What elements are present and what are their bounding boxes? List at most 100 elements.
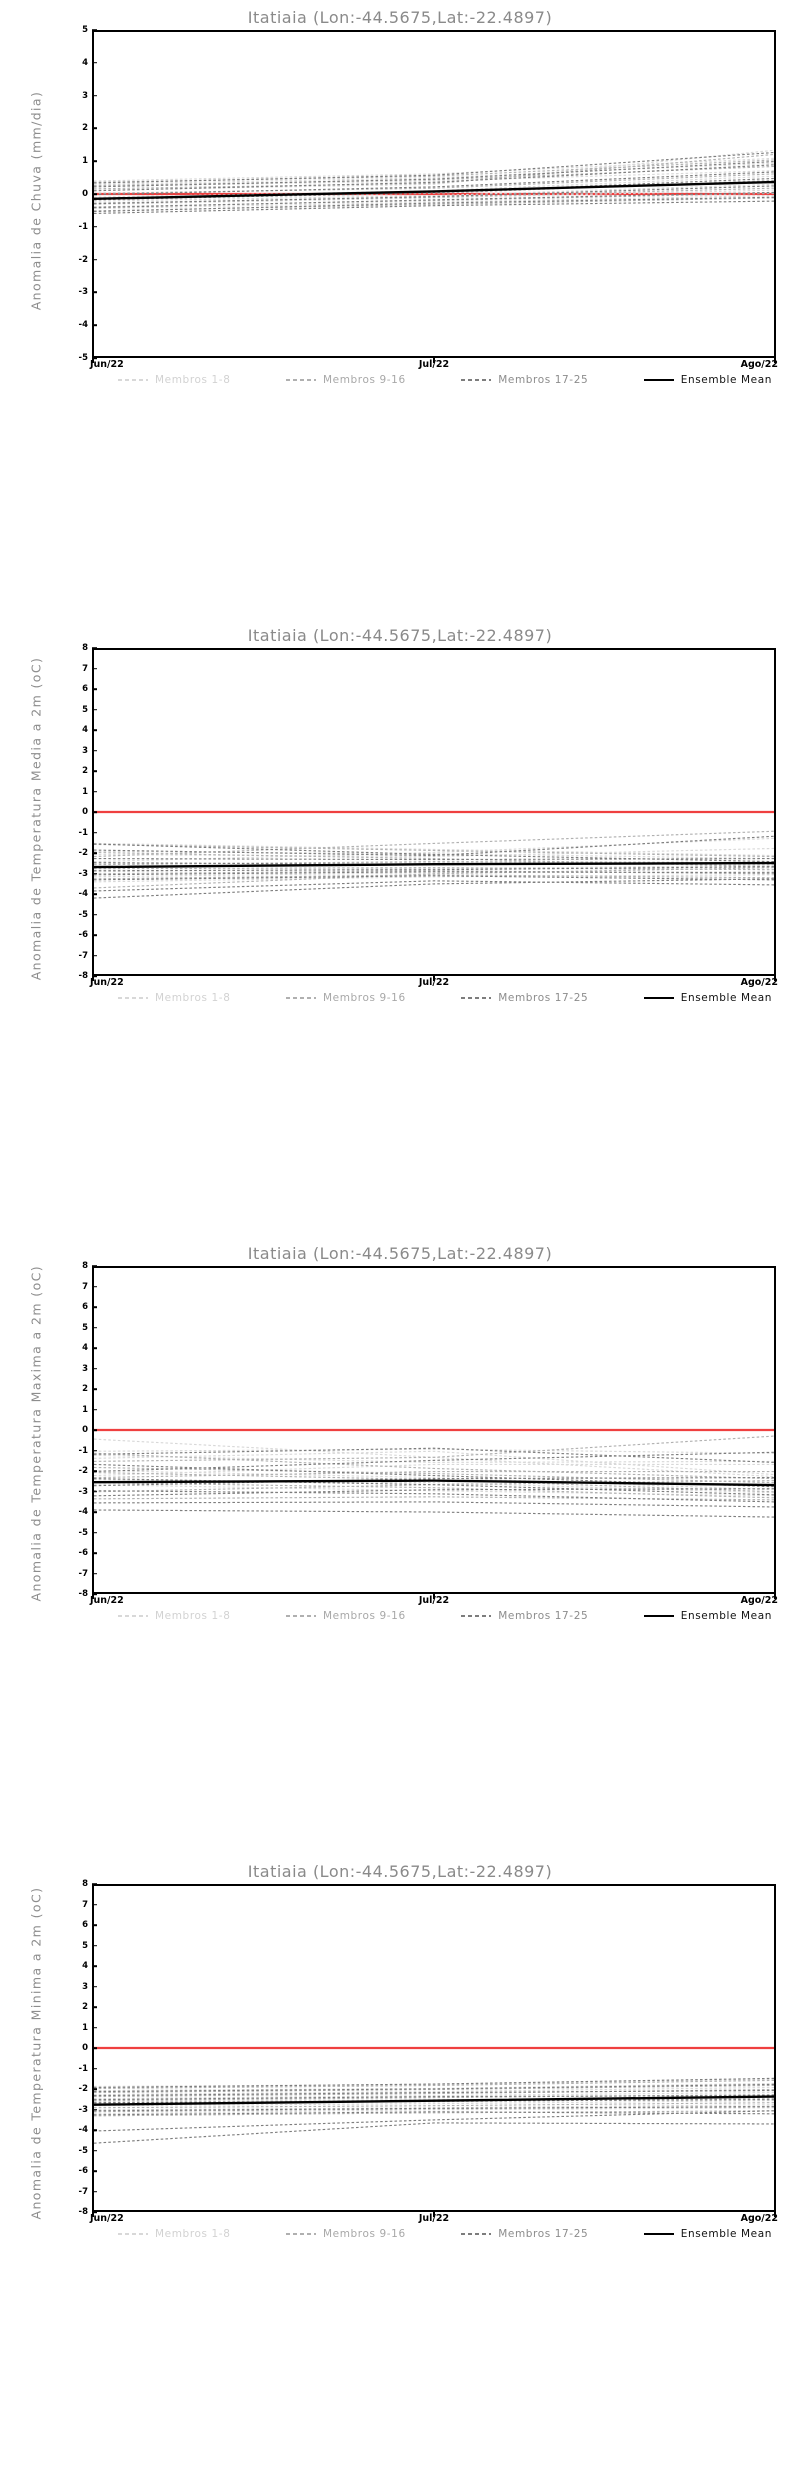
series-line: [94, 1463, 774, 1477]
y-tick-label: -1: [78, 1445, 88, 1456]
legend-label: Membros 17-25: [498, 1610, 589, 1622]
x-tick-mark: [774, 976, 776, 981]
series-line: [94, 837, 774, 863]
legend-item-membros-17-25[interactable]: Membros 17-25: [461, 374, 588, 386]
y-tick-mark: [92, 2006, 97, 2008]
series-line: [94, 1479, 774, 1487]
y-tick-mark: [92, 62, 97, 64]
legend-item-membros-9-16[interactable]: Membros 9-16: [285, 992, 406, 1004]
series-line: [94, 2107, 774, 2115]
series-line: [94, 2095, 774, 2101]
series-line: [94, 1469, 774, 1491]
legend-item-membros-17-25[interactable]: Membros 17-25: [461, 1610, 588, 1622]
x-tick-label: Jul/22: [418, 1595, 450, 1606]
series-line: [94, 185, 774, 205]
y-tick-mark: [92, 291, 97, 294]
legend-item-ensemble-mean[interactable]: Ensemble Mean: [643, 992, 772, 1004]
y-axis-label: Anomalia de Temperatura Media a 2m (oC): [28, 656, 44, 981]
y-tick-mark: [92, 1552, 97, 1554]
series-line: [94, 1478, 774, 1496]
legend-label: Membros 1-8: [155, 2228, 231, 2240]
series-line: [94, 162, 774, 185]
legend-item-membros-1-8[interactable]: Membros 1-8: [118, 1610, 230, 1622]
legend-label: Membros 9-16: [322, 2228, 406, 2240]
y-tick-label: -2: [78, 254, 88, 265]
series-line: [94, 867, 774, 889]
y-tick-mark: [92, 324, 97, 326]
series-line: [94, 871, 774, 878]
y-tick-label: 1: [82, 1404, 88, 1415]
series-line: [94, 1484, 774, 1497]
legend-item-membros-17-25[interactable]: Membros 17-25: [461, 992, 588, 1004]
y-tick-label: -7: [78, 2186, 88, 2197]
series-line: [94, 2104, 774, 2111]
legend: Membros 1-8 Membros 9-16 Membros 17-25 Ense…: [92, 2228, 776, 2240]
y-tick-label: 4: [82, 57, 88, 68]
y-tick-mark: [92, 193, 97, 195]
y-tick-mark: [92, 1593, 97, 1595]
legend-swatch-ensemble-mean-icon: [643, 996, 674, 1000]
legend-item-ensemble-mean[interactable]: Ensemble Mean: [643, 1610, 772, 1622]
y-tick-mark: [92, 1285, 97, 1288]
y-tick-label: -5: [78, 909, 88, 920]
series-line: [94, 197, 774, 212]
y-tick-mark: [92, 1408, 97, 1411]
x-tick-mark: [433, 2212, 435, 2217]
x-tick-label: Ago/22: [740, 977, 778, 988]
series-line: [94, 1477, 774, 1487]
y-tick-label: 6: [82, 1919, 88, 1930]
y-tick-mark: [92, 94, 97, 97]
x-tick-mark: [774, 1594, 776, 1599]
y-tick-mark: [92, 2211, 97, 2213]
series-line: [94, 196, 774, 213]
series-line: [94, 192, 774, 208]
series-line: [94, 2077, 774, 2089]
y-tick-label: -4: [78, 1506, 88, 1517]
legend-item-membros-1-8[interactable]: Membros 1-8: [118, 2228, 230, 2240]
series-canvas: [94, 149, 774, 215]
legend-item-membros-9-16[interactable]: Membros 9-16: [285, 374, 406, 386]
series-line: [94, 861, 774, 869]
y-tick-label: 7: [82, 663, 88, 674]
series-line: [94, 173, 774, 194]
y-tick-mark: [92, 975, 97, 977]
y-tick-label: 0: [82, 2042, 88, 2053]
x-tick-label: Ago/22: [740, 2213, 778, 2224]
legend-item-membros-17-25[interactable]: Membros 17-25: [461, 2228, 588, 2240]
y-tick-label: -5: [78, 352, 88, 363]
series-line: [94, 191, 774, 209]
y-tick-mark: [92, 893, 97, 895]
legend-item-ensemble-mean[interactable]: Ensemble Mean: [643, 374, 772, 386]
y-tick-mark: [92, 1572, 97, 1575]
y-tick-label: 4: [82, 1342, 88, 1353]
y-tick-label: 0: [82, 1424, 88, 1435]
x-tick-mark: [433, 1594, 435, 1599]
y-tick-label: -8: [78, 1588, 88, 1599]
series-line: [94, 2091, 774, 2100]
y-tick-mark: [92, 708, 97, 711]
series-line: [94, 870, 774, 875]
legend-item-membros-1-8[interactable]: Membros 1-8: [118, 374, 230, 386]
legend-label: Membros 9-16: [322, 992, 406, 1004]
legend-item-ensemble-mean[interactable]: Ensemble Mean: [643, 2228, 772, 2240]
legend-swatch-ensemble-mean-icon: [643, 2232, 674, 2236]
series-line: [94, 843, 774, 858]
y-tick-label: 2: [82, 1383, 88, 1394]
chart-panel-temp-media: Itatiaia (Lon:-44.5675,Lat:-22.4897) Anom…: [0, 618, 800, 1236]
y-tick-label: -1: [78, 2063, 88, 2074]
series-line: [94, 200, 774, 215]
x-tick-mark: [92, 1594, 94, 1599]
y-tick-mark: [92, 1490, 97, 1493]
y-tick-label: 2: [82, 123, 88, 134]
y-tick-mark: [92, 2129, 97, 2131]
y-tick-label: 0: [82, 806, 88, 817]
series-line: [94, 1450, 774, 1476]
legend-item-membros-9-16[interactable]: Membros 9-16: [285, 1610, 406, 1622]
x-tick-mark: [92, 358, 94, 363]
legend-item-membros-9-16[interactable]: Membros 9-16: [285, 2228, 406, 2240]
series-line: [94, 179, 774, 200]
y-tick-label: 6: [82, 1301, 88, 1312]
series-line: [94, 2100, 774, 2107]
y-axis-label: Anomalia de Temperatura Minima a 2m (oC): [28, 1886, 44, 2220]
legend-item-membros-1-8[interactable]: Membros 1-8: [118, 992, 230, 1004]
